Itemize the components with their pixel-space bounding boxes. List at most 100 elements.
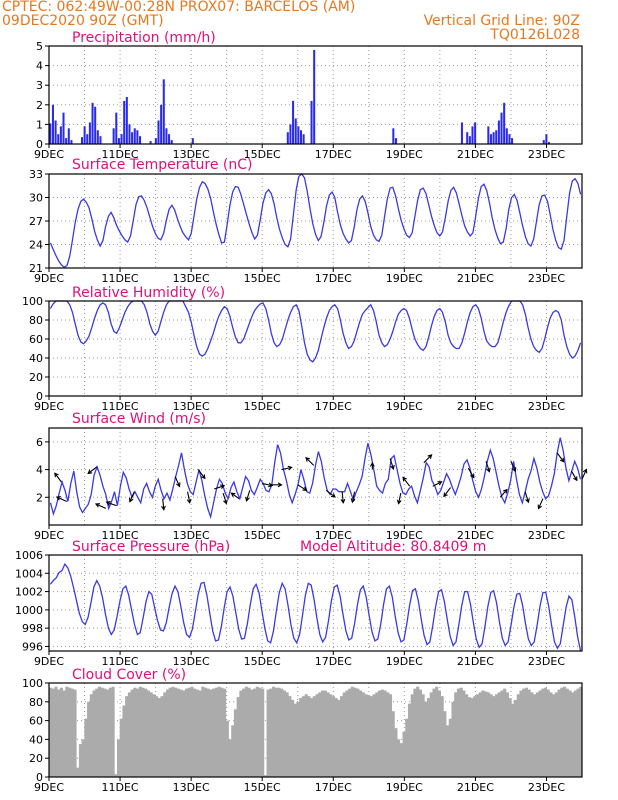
cloud-cover-bar [168, 687, 172, 777]
wind-vector [524, 491, 529, 503]
cloud-cover-bar [190, 686, 194, 777]
wind-vector [325, 489, 336, 498]
cloud-cover-bar [435, 686, 439, 777]
x-tick-label: 15DEC [244, 655, 281, 668]
cloud-cover-bar [337, 699, 341, 777]
x-tick-label: 9DEC [34, 655, 64, 668]
y-tick-label: 0 [36, 390, 43, 403]
cloud-cover-bar [220, 687, 224, 777]
x-tick-label: 13DEC [173, 400, 210, 413]
cloud-cover-bar [399, 743, 403, 777]
cloud-cover-bar [228, 739, 232, 777]
precip-bar [133, 128, 136, 144]
cloud-cover-bar [394, 728, 398, 777]
cloud-cover-bar [546, 689, 550, 777]
cloud-cover-bar [549, 692, 553, 777]
wind-vector-head [129, 497, 134, 503]
cloud-cover-bar [103, 688, 107, 777]
precip-bar [302, 134, 305, 144]
cloud-cover-bar [233, 709, 238, 777]
cloud-cover-bar [214, 687, 219, 777]
cloud-cover-bar [421, 694, 425, 777]
wind-vector-head [470, 473, 475, 479]
x-tick-label: 13DEC [173, 272, 210, 285]
precip-bar [91, 102, 94, 144]
cloud-cover-bar [223, 688, 227, 777]
cloud-cover-bar [579, 686, 583, 777]
cloud-cover-bar [244, 686, 248, 777]
y-tick-label: 996 [22, 640, 43, 653]
wind-vector [389, 458, 394, 470]
cloud-cover-bar [503, 688, 507, 777]
wind-vector [231, 492, 240, 500]
cloud-cover-bar [212, 688, 216, 777]
cloud-cover-bar [361, 692, 365, 777]
precip-bar [83, 126, 86, 144]
cloud-cover-bar [176, 688, 180, 777]
cloud-cover-bar [386, 692, 390, 777]
cloud-cover-bar [356, 688, 360, 777]
cloud-cover-bar [489, 694, 493, 777]
wind-vector [467, 467, 475, 478]
y-tick-label: 6 [36, 436, 43, 449]
wind-vector-head [537, 504, 543, 510]
precip-bar [49, 123, 52, 144]
cloud-cover-bar [174, 687, 178, 777]
cloud-cover-bar [459, 687, 463, 777]
cloud-cover-bar [116, 739, 121, 777]
wind-vector [538, 498, 544, 509]
forecast-date: 09DEC2020 90Z (GMT) [2, 13, 164, 29]
cloud-cover-bar [198, 690, 202, 777]
wind-vector [510, 461, 516, 472]
cloud-cover-bar [310, 698, 314, 777]
wind-vector-head [176, 482, 181, 488]
x-tick-label: 11DEC [102, 781, 139, 794]
cloud-cover-bar [552, 694, 556, 777]
y-tick-label: 998 [22, 622, 43, 635]
precip-bar [292, 100, 295, 144]
precip-bar [96, 130, 99, 144]
precip-bar [500, 112, 503, 144]
cloud-cover-bar [407, 703, 412, 777]
precip-bar [466, 132, 469, 144]
cloud-cover-bar [514, 699, 518, 777]
precip-bar [88, 122, 91, 144]
x-tick-label: 13DEC [173, 529, 210, 542]
wind-vector-head [87, 469, 93, 475]
cloud-cover-bar [350, 686, 354, 777]
x-tick-label: 17DEC [315, 148, 352, 161]
wind-vector-head [287, 465, 293, 471]
cloud-cover-bar [475, 694, 480, 777]
wind-vector-head [525, 498, 530, 504]
y-tick-label: 33 [29, 168, 43, 181]
wind-vector [106, 501, 117, 507]
x-tick-label: 21DEC [457, 529, 494, 542]
y-tick-label: 1006 [15, 549, 43, 562]
precip-bar [94, 106, 97, 144]
wind-vector-head [573, 476, 578, 482]
precip-bar [117, 138, 120, 144]
wind-vector-head [277, 482, 283, 488]
cloud-cover-bar [339, 696, 344, 777]
wind-vector [214, 485, 225, 490]
plot-frame [48, 682, 583, 778]
cloud-cover-bar [76, 767, 80, 777]
precip-bar [112, 128, 115, 144]
x-tick-label: 19DEC [386, 400, 423, 413]
cloud-cover-bar [429, 692, 433, 777]
cloud-cover-bar [424, 701, 428, 777]
wind-vector [297, 484, 307, 491]
cloud-cover-bar [465, 694, 469, 777]
y-tick-label: 20 [29, 752, 43, 765]
wind-vector [341, 491, 344, 503]
x-tick-label: 23DEC [528, 148, 565, 161]
wind-vector-head [396, 499, 402, 505]
cloud-cover-bar [375, 692, 379, 777]
cloud-cover-bar [261, 688, 265, 777]
x-tick-label: 17DEC [315, 400, 352, 413]
cloud-cover-bar [353, 687, 357, 777]
cloud-cover-bar [538, 690, 542, 777]
x-tick-label: 21DEC [457, 272, 494, 285]
cloud-cover-bar [242, 688, 246, 777]
